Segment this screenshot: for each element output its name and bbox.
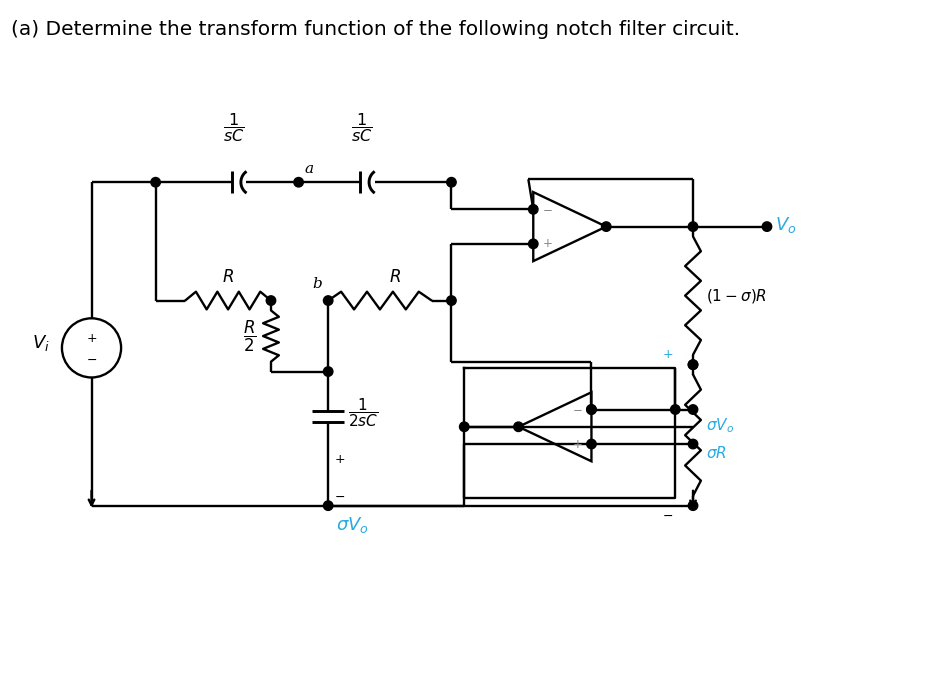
- Circle shape: [267, 296, 276, 305]
- Circle shape: [528, 205, 538, 214]
- Circle shape: [762, 222, 771, 231]
- Circle shape: [689, 439, 698, 449]
- Text: $R$: $R$: [389, 269, 400, 286]
- Text: $-$: $-$: [543, 202, 553, 215]
- Circle shape: [689, 222, 698, 231]
- Circle shape: [513, 422, 523, 432]
- Text: $+$: $+$: [572, 437, 582, 451]
- Text: a: a: [304, 163, 314, 176]
- Circle shape: [587, 439, 596, 449]
- Text: $\dfrac{1}{2sC}$: $\dfrac{1}{2sC}$: [348, 396, 378, 429]
- Text: $+$: $+$: [334, 453, 346, 466]
- Text: $\sigma R$: $\sigma R$: [706, 445, 726, 461]
- Text: $+$: $+$: [543, 237, 553, 250]
- Text: $+$: $+$: [662, 348, 674, 361]
- Circle shape: [460, 422, 469, 432]
- Circle shape: [294, 177, 303, 187]
- Circle shape: [587, 405, 596, 414]
- Circle shape: [528, 239, 538, 249]
- Text: $\sigma V_o$: $\sigma V_o$: [706, 416, 734, 435]
- Text: $\dfrac{1}{sC}$: $\dfrac{1}{sC}$: [222, 112, 244, 144]
- Text: $(1-\sigma)R$: $(1-\sigma)R$: [706, 287, 767, 305]
- Circle shape: [447, 177, 456, 187]
- Text: $\sigma V_o$: $\sigma V_o$: [336, 515, 369, 535]
- Text: $-$: $-$: [334, 490, 345, 503]
- Circle shape: [151, 177, 160, 187]
- Text: $V_o$: $V_o$: [775, 215, 796, 235]
- Circle shape: [689, 405, 698, 414]
- Text: $V_i$: $V_i$: [32, 333, 50, 353]
- Text: (a) Determine the transform function of the following notch filter circuit.: (a) Determine the transform function of …: [10, 20, 739, 39]
- Text: $-$: $-$: [572, 402, 582, 415]
- Circle shape: [689, 360, 698, 369]
- Text: $+$: $+$: [86, 332, 97, 345]
- Circle shape: [671, 405, 680, 414]
- Circle shape: [323, 367, 333, 376]
- Circle shape: [323, 296, 333, 305]
- Text: b: b: [313, 277, 322, 290]
- Circle shape: [689, 360, 698, 369]
- Circle shape: [602, 222, 611, 231]
- Circle shape: [447, 296, 456, 305]
- Text: $R$: $R$: [222, 269, 234, 286]
- Text: $-$: $-$: [86, 353, 97, 367]
- Circle shape: [587, 405, 596, 414]
- Text: $\dfrac{R}{2}$: $\dfrac{R}{2}$: [243, 318, 256, 354]
- Text: $\dfrac{1}{sC}$: $\dfrac{1}{sC}$: [351, 112, 372, 144]
- Text: $-$: $-$: [662, 509, 674, 522]
- Circle shape: [689, 501, 698, 511]
- Circle shape: [323, 501, 333, 511]
